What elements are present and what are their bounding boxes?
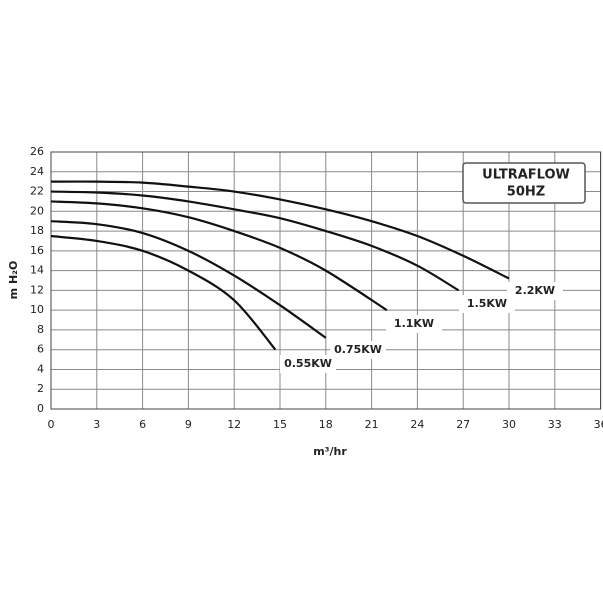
annotation: ULTRAFLOW: [482, 168, 570, 183]
curve-label-box: [386, 315, 442, 333]
y-tick-label: 4: [37, 362, 44, 375]
x-tick-label: 24: [410, 418, 424, 431]
curve-label: 1.1KW: [394, 317, 434, 330]
y-tick-label: 16: [30, 244, 44, 257]
x-tick-label: 36: [594, 418, 603, 431]
x-tick-label: 27: [456, 418, 470, 431]
curve-label: 2.2KW: [515, 284, 555, 297]
curve-label-box: [459, 295, 515, 313]
annotation-box: [462, 162, 586, 204]
y-tick-label: 10: [30, 303, 44, 316]
x-tick-label: 33: [548, 418, 562, 431]
curve-label-box: [330, 341, 386, 359]
y-tick-label: 0: [37, 402, 44, 415]
y-tick-label: 22: [30, 185, 44, 198]
curve: [50, 220, 327, 339]
annotation: 50HZ: [507, 185, 545, 200]
y-tick-label: 24: [30, 165, 44, 178]
x-axis-label: m³/hr: [313, 445, 347, 458]
x-tick-label: 9: [185, 418, 192, 431]
y-tick-label: 2: [37, 382, 44, 395]
plot-border: [50, 151, 602, 410]
curve-label-box: [507, 282, 563, 300]
x-tick-label: 15: [273, 418, 287, 431]
curve-label: 0.55KW: [284, 357, 332, 370]
x-tick-label: 3: [93, 418, 100, 431]
y-tick-label: 14: [30, 264, 44, 277]
curve-label: 1.5KW: [467, 297, 507, 310]
y-tick-label: 6: [37, 343, 44, 356]
x-tick-label: 12: [227, 418, 241, 431]
x-tick-label: 6: [139, 418, 146, 431]
curve-label: 0.75KW: [334, 343, 382, 356]
curve-label-box: [280, 355, 336, 373]
curve: [50, 190, 460, 292]
y-tick-label: 20: [30, 204, 44, 217]
curve: [50, 180, 510, 280]
y-tick-label: 18: [30, 224, 44, 237]
curve: [50, 200, 388, 312]
x-tick-label: 21: [365, 418, 379, 431]
y-axis-label: m H₂O: [7, 261, 20, 300]
x-tick-label: 0: [48, 418, 55, 431]
x-tick-label: 30: [502, 418, 516, 431]
curve: [50, 234, 277, 351]
y-tick-label: 26: [30, 145, 44, 158]
x-tick-label: 18: [319, 418, 333, 431]
y-tick-label: 12: [30, 283, 44, 296]
y-tick-label: 8: [37, 323, 44, 336]
